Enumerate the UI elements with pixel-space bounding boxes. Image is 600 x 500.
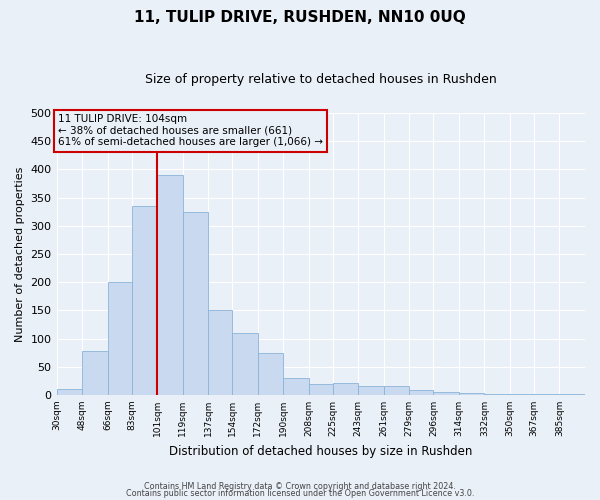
Bar xyxy=(559,394,585,395)
Bar xyxy=(510,394,534,395)
Y-axis label: Number of detached properties: Number of detached properties xyxy=(15,166,25,342)
Text: Contains HM Land Registry data © Crown copyright and database right 2024.: Contains HM Land Registry data © Crown c… xyxy=(144,482,456,491)
Bar xyxy=(208,310,232,395)
Bar xyxy=(358,386,384,395)
Bar xyxy=(157,175,182,395)
Bar xyxy=(333,382,358,395)
Bar xyxy=(56,390,82,395)
Bar xyxy=(107,282,131,395)
Title: Size of property relative to detached houses in Rushden: Size of property relative to detached ho… xyxy=(145,72,497,86)
Bar xyxy=(258,352,283,395)
Bar xyxy=(433,392,459,395)
Bar xyxy=(459,393,484,395)
Text: 11, TULIP DRIVE, RUSHDEN, NN10 0UQ: 11, TULIP DRIVE, RUSHDEN, NN10 0UQ xyxy=(134,10,466,25)
Text: 11 TULIP DRIVE: 104sqm
← 38% of detached houses are smaller (661)
61% of semi-de: 11 TULIP DRIVE: 104sqm ← 38% of detached… xyxy=(58,114,323,148)
Bar xyxy=(131,206,157,395)
Bar xyxy=(182,212,208,395)
Bar xyxy=(384,386,409,395)
Bar xyxy=(309,384,333,395)
Bar xyxy=(82,351,107,395)
Bar xyxy=(232,333,258,395)
Text: Contains public sector information licensed under the Open Government Licence v3: Contains public sector information licen… xyxy=(126,489,474,498)
Bar xyxy=(534,394,559,395)
Bar xyxy=(484,394,510,395)
X-axis label: Distribution of detached houses by size in Rushden: Distribution of detached houses by size … xyxy=(169,444,472,458)
Bar xyxy=(283,378,309,395)
Bar xyxy=(409,390,433,395)
